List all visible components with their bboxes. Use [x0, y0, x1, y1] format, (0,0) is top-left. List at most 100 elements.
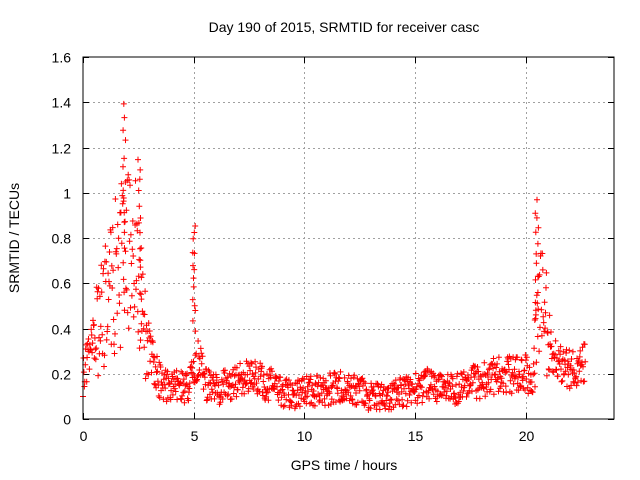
data-point — [138, 320, 145, 327]
data-point — [581, 341, 588, 348]
data-point — [562, 368, 569, 375]
data-point — [115, 235, 122, 242]
data-point — [120, 276, 127, 283]
data-point — [121, 155, 128, 162]
data-point — [328, 396, 335, 403]
data-point — [151, 380, 158, 387]
data-point — [135, 273, 142, 280]
data-point — [533, 260, 540, 267]
data-point — [261, 384, 268, 390]
data-point — [110, 267, 117, 274]
data-point — [117, 344, 124, 351]
data-point — [105, 296, 112, 303]
data-point — [208, 386, 215, 393]
data-point — [141, 344, 148, 351]
data-point — [257, 360, 264, 367]
data-point — [452, 395, 459, 402]
data-point — [190, 358, 197, 365]
data-point — [210, 377, 217, 384]
data-point — [101, 363, 107, 370]
data-point — [142, 288, 149, 295]
data-point — [532, 307, 539, 314]
data-point — [402, 390, 409, 397]
data-point — [124, 309, 131, 316]
data-point — [177, 395, 184, 402]
data-point — [398, 382, 405, 388]
data-point — [356, 387, 363, 394]
data-point — [438, 373, 445, 380]
data-point — [80, 369, 87, 376]
data-point — [162, 385, 169, 392]
chart-title: Day 190 of 2015, SRMTID for receiver cas… — [209, 19, 480, 35]
data-point — [552, 337, 559, 344]
data-point — [564, 358, 571, 365]
data-point — [196, 367, 203, 373]
data-point — [252, 358, 259, 365]
data-point — [345, 389, 352, 396]
data-point — [485, 374, 491, 380]
data-point — [131, 303, 138, 310]
data-point — [542, 309, 549, 316]
data-point — [577, 347, 584, 354]
data-point — [507, 377, 514, 384]
data-point — [354, 399, 361, 406]
data-point — [419, 393, 426, 400]
data-point — [192, 307, 199, 314]
data-point — [487, 386, 494, 393]
data-point — [259, 363, 265, 370]
data-point — [382, 405, 389, 412]
data-point — [133, 277, 140, 284]
data-point — [119, 200, 126, 207]
data-point — [244, 371, 251, 378]
data-point — [186, 385, 193, 392]
data-point — [530, 371, 537, 378]
data-point — [500, 380, 507, 387]
data-point — [475, 368, 482, 375]
data-point — [269, 368, 275, 375]
data-point — [427, 381, 434, 388]
data-point — [91, 321, 97, 328]
data-point — [98, 262, 105, 269]
data-point — [169, 373, 176, 380]
data-point — [135, 156, 141, 163]
data-point — [191, 229, 198, 236]
data-point — [281, 402, 288, 409]
data-point — [111, 341, 117, 348]
data-point — [576, 353, 583, 360]
data-point — [343, 395, 350, 402]
data-point — [533, 250, 540, 257]
data-point — [544, 330, 551, 336]
data-point — [110, 316, 117, 323]
data-point — [409, 381, 416, 388]
data-point — [120, 187, 127, 194]
data-point — [384, 392, 391, 399]
data-point — [449, 383, 456, 390]
data-point — [543, 284, 549, 291]
data-point — [274, 383, 280, 390]
data-point — [179, 392, 186, 399]
data-point — [189, 296, 196, 303]
data-point — [122, 248, 129, 255]
data-point — [520, 373, 527, 380]
data-point — [546, 312, 553, 319]
data-point — [495, 354, 502, 361]
data-point — [571, 370, 578, 376]
data-point — [89, 340, 96, 347]
data-point — [427, 369, 433, 376]
data-point — [522, 357, 529, 364]
data-point — [509, 369, 516, 376]
data-point — [92, 356, 99, 363]
data-point — [540, 319, 547, 326]
data-point — [87, 347, 94, 353]
data-point — [89, 349, 96, 356]
data-point — [120, 127, 127, 134]
data-point — [337, 368, 344, 375]
data-point — [95, 372, 102, 379]
data-point — [202, 381, 209, 388]
data-point — [122, 137, 129, 144]
data-point — [248, 359, 254, 366]
data-point — [212, 371, 219, 378]
data-point — [104, 323, 111, 330]
data-point — [534, 289, 541, 296]
data-point — [135, 219, 142, 226]
